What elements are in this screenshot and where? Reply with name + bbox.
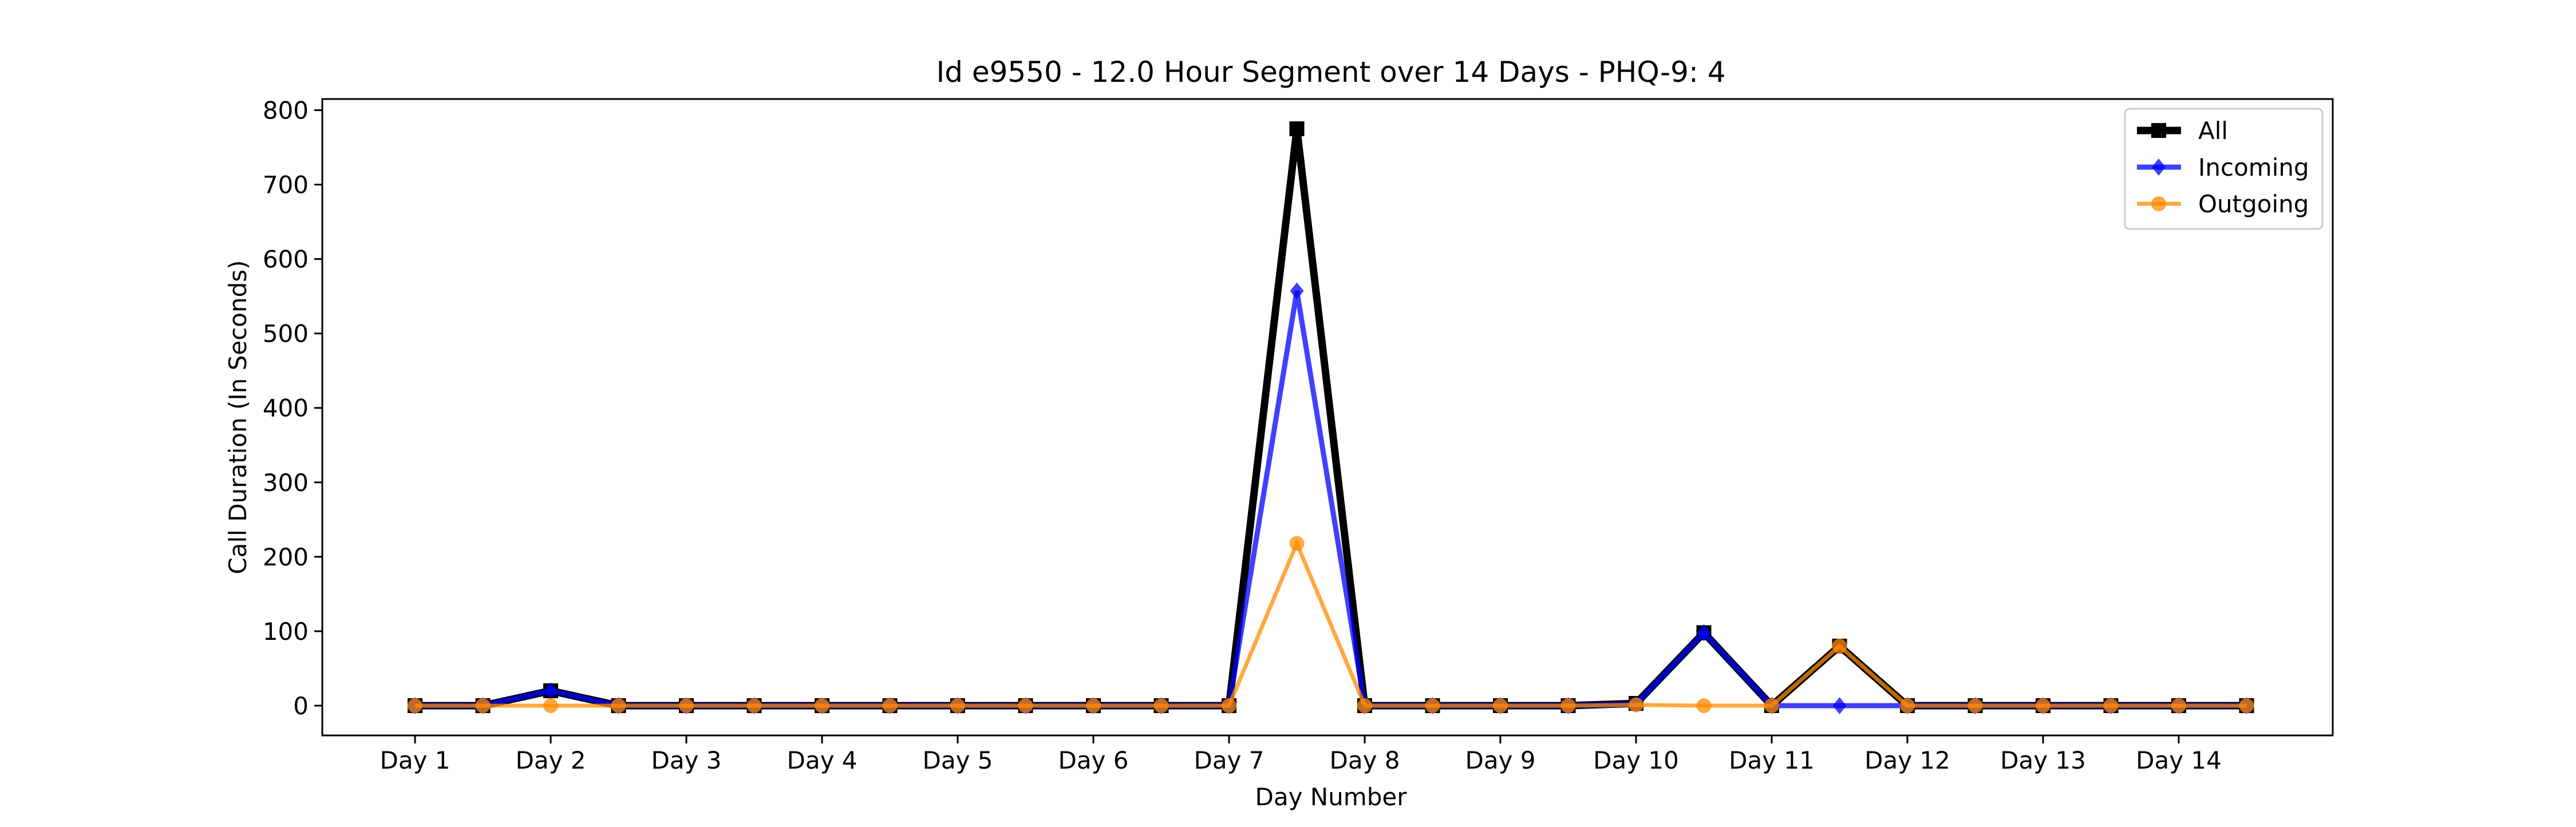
data-point [544, 682, 558, 699]
data-point [2103, 698, 2119, 713]
x-tick-label: Day 12 [1864, 746, 1950, 774]
data-point [1696, 698, 1712, 713]
legend: All Incoming Outgoing [2124, 108, 2324, 230]
legend-label: Incoming [2198, 153, 2309, 181]
y-axis: 0 100 200 300 400 500 600 700 800 [263, 97, 322, 720]
data-point [1629, 697, 1643, 713]
y-tick-label: 300 [263, 469, 309, 497]
data-point [746, 698, 762, 713]
y-tick-label: 100 [263, 618, 309, 646]
data-point [1357, 698, 1372, 713]
x-tick-label: Day 7 [1194, 746, 1264, 774]
data-point [1832, 697, 1847, 714]
series-incoming [408, 282, 2254, 714]
data-point [1697, 624, 1711, 642]
data-point [1086, 698, 1101, 713]
data-point [1018, 698, 1033, 713]
legend-item: Incoming [2137, 153, 2309, 181]
x-tick-label: Day 4 [787, 746, 857, 774]
y-tick-label: 600 [263, 246, 309, 274]
legend-item: Outgoing [2137, 190, 2309, 218]
x-tick-label: Day 2 [515, 746, 586, 774]
data-point [1425, 698, 1440, 713]
series-line [415, 290, 2247, 709]
y-tick-label: 400 [263, 394, 309, 422]
legend-item: All [2137, 117, 2228, 145]
legend-swatch-marker [2151, 196, 2166, 211]
series-line [415, 128, 2247, 711]
data-point [2171, 698, 2186, 713]
data-point [408, 698, 422, 713]
data-point [1290, 282, 1304, 300]
data-point [1900, 698, 1915, 713]
x-tick-label: Day 14 [2136, 746, 2222, 774]
x-tick-label: Day 11 [1729, 746, 1815, 774]
y-tick-label: 800 [263, 97, 309, 125]
x-tick-label: Day 8 [1329, 746, 1400, 774]
data-point [1493, 698, 1508, 713]
data-point [1967, 698, 1983, 713]
x-tick-label: Day 3 [651, 746, 721, 774]
x-tick-label: Day 10 [1593, 746, 1679, 774]
x-tick-label: Day 9 [1465, 746, 1535, 774]
data-point [475, 698, 491, 713]
x-tick-label: Day 13 [2000, 746, 2086, 774]
series-layer [408, 121, 2254, 714]
x-tick-label: Day 1 [380, 746, 450, 774]
x-axis: Day 1 Day 2 Day 3 Day 4 Day 5 Day 6 Day 7 Day 8… [380, 735, 2222, 774]
data-point [950, 698, 965, 713]
chart-title: Id e9550 - 12.0 Hour Segment over 14 Day… [936, 56, 1725, 89]
legend-label: All [2198, 117, 2228, 145]
data-point [1764, 698, 1779, 713]
y-tick-label: 0 [293, 692, 309, 720]
data-point [1289, 536, 1305, 551]
y-axis-title: Call Duration (In Seconds) [224, 260, 252, 574]
data-point [815, 698, 829, 713]
x-tick-label: Day 5 [922, 746, 993, 774]
data-point [679, 698, 694, 713]
data-point [1153, 698, 1169, 713]
x-tick-label: Day 6 [1058, 746, 1128, 774]
legend-frame [2124, 108, 2324, 230]
y-tick-label: 700 [263, 171, 309, 199]
legend-label: Outgoing [2198, 190, 2309, 218]
x-axis-title: Day Number [1255, 783, 1407, 811]
legend-swatch-marker [2151, 123, 2166, 138]
plot-frame [321, 98, 2334, 737]
data-point [882, 698, 898, 713]
data-point [1832, 638, 1847, 654]
legend-swatch-marker [2152, 159, 2166, 176]
y-tick-label: 500 [263, 320, 309, 348]
series-outgoing [408, 536, 2254, 713]
data-point [1289, 121, 1305, 137]
data-point [543, 698, 558, 713]
data-point [2036, 698, 2050, 713]
y-tick-label: 200 [263, 543, 309, 571]
data-point [611, 698, 626, 713]
series-line [415, 538, 2247, 708]
data-point [1222, 698, 1236, 713]
data-point [1560, 698, 1576, 713]
data-point [2239, 698, 2254, 713]
